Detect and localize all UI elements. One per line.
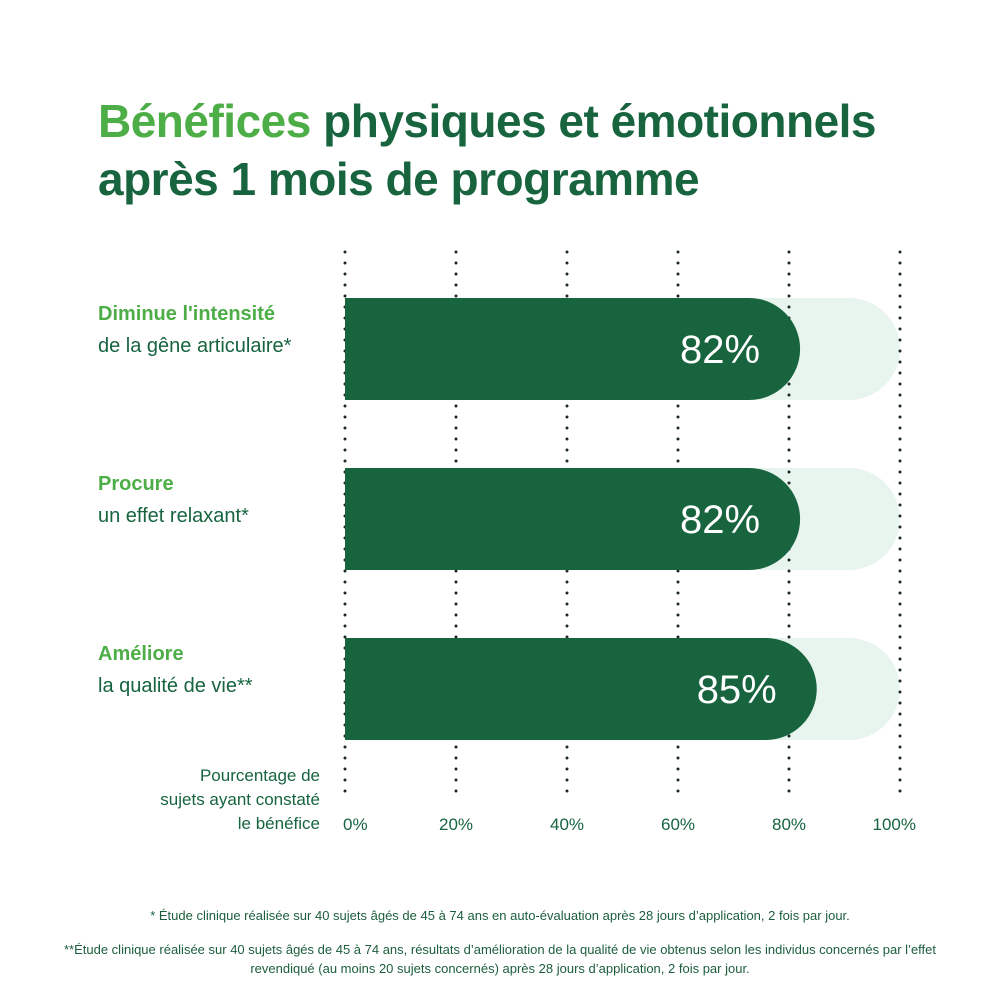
chart-title: Bénéfices physiques et émotionnels après… — [98, 92, 958, 208]
category-label-subtitle: un effet relaxant* — [98, 505, 249, 527]
category-label-title: Améliore — [98, 643, 184, 665]
x-axis-caption-line: Pourcentage de — [200, 766, 320, 785]
category-label-title: Procure — [98, 473, 174, 495]
x-axis-caption-line: sujets ayant constaté — [160, 790, 320, 809]
x-axis-caption-line: le bénéfice — [238, 814, 320, 833]
x-tick-label: 100% — [873, 815, 916, 834]
category-label-subtitle: de la gêne articulaire* — [98, 335, 292, 357]
bar-value-label: 82% — [680, 328, 760, 372]
category-label-title: Diminue l'intensité — [98, 303, 275, 325]
category-label-subtitle: la qualité de vie** — [98, 675, 253, 697]
title-line2: après 1 mois de programme — [98, 153, 700, 205]
bar-chart: 82% Diminue l'intensité de la gêne articul… — [98, 250, 916, 834]
bar-value-label: 82% — [680, 498, 760, 542]
bar — [345, 298, 801, 400]
bar — [345, 468, 801, 570]
title-rest: physiques et émotionnels — [323, 95, 877, 147]
x-tick-label: 80% — [772, 815, 806, 834]
bar-value-label: 85% — [697, 668, 777, 712]
x-tick-label: 0% — [343, 815, 368, 834]
footnote-2: **Étude clinique réalisée sur 40 sujets … — [63, 942, 937, 976]
bar — [345, 638, 817, 740]
x-tick-label: 40% — [550, 815, 584, 834]
title-accent: Bénéfices — [98, 95, 311, 147]
x-tick-label: 60% — [661, 815, 695, 834]
x-tick-label: 20% — [439, 815, 473, 834]
footnote-1: * Étude clinique réalisée sur 40 sujets … — [150, 908, 850, 923]
